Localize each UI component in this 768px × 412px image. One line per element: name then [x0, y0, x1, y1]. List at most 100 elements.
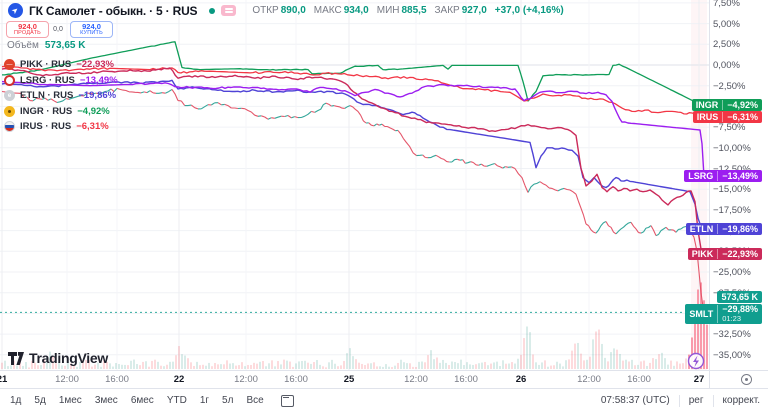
scale-button-[interactable]: рег: [688, 395, 704, 406]
series-price-label-INGR: INGR −4,92%: [691, 99, 762, 112]
price-tick-5,00%: 5,00%: [713, 18, 740, 30]
ohlc-МИН: МИН 885,5: [376, 5, 427, 16]
legend-change: −13,49%: [79, 74, 118, 86]
time-tick-16:00: 16:00: [105, 374, 129, 385]
series-line-ETLN[interactable]: [1, 79, 703, 230]
ohlc-values: ОТКР 890,0 МАКС 934,0 МИН 885,5 ЗАКР 927,0 +37,0…: [252, 5, 563, 16]
legend-ticker: IRUS · RUS: [20, 121, 72, 133]
label-ticker: PIKK: [691, 249, 714, 260]
time-tick-12:00: 12:00: [577, 374, 601, 385]
legend-ticker: LSRG · RUS: [20, 74, 75, 86]
ohlc-ЗАКР: ЗАКР 927,0: [434, 5, 487, 16]
price-tick-−12,50%: −12,50%: [713, 163, 751, 175]
instant-order-lightning-icon[interactable]: [687, 352, 705, 370]
price-tick-7,50%: 7,50%: [713, 0, 740, 9]
label-ticker: LSRG: [688, 171, 714, 182]
divider: [678, 394, 680, 407]
range-button-1д[interactable]: 1д: [10, 395, 22, 406]
price-axis-separator: [709, 0, 710, 388]
sell-price: 924,0: [18, 21, 37, 31]
series-price-label-SMLT: SMLT −29,88% 01:23: [685, 304, 762, 325]
time-tick-21: 21: [0, 374, 8, 385]
range-button-5д[interactable]: 5д: [34, 395, 46, 406]
ohlc-МАКС: МАКС 934,0: [313, 5, 369, 16]
lsrg-logo-icon: [4, 74, 15, 86]
label-ticker: IRUS: [696, 111, 719, 122]
time-tick-16:00: 16:00: [284, 374, 308, 385]
buy-price: 924,0: [82, 21, 101, 31]
clock[interactable]: 07:58:37 (UTC): [600, 395, 670, 406]
series-line-PIKK[interactable]: [1, 67, 703, 256]
tradingview-logo[interactable]: TradingView: [8, 350, 108, 366]
time-tick-16:00: 16:00: [627, 374, 651, 385]
ohlc-ОТКР: ОТКР 890,0: [252, 5, 306, 16]
series-price-label-PIKK: PIKK −22,93%: [687, 248, 762, 261]
price-tick-−10,00%: −10,00%: [713, 142, 751, 154]
range-button-Все[interactable]: Все: [246, 395, 264, 406]
watermark-text: TradingView: [29, 350, 108, 366]
range-button-1мес[interactable]: 1мес: [58, 395, 82, 406]
price-tick-2,50%: 2,50%: [713, 39, 740, 51]
range-button-5л[interactable]: 5л: [222, 395, 234, 406]
time-tick-16:00: 16:00: [454, 374, 478, 385]
label-ticker: SMLT: [689, 309, 714, 320]
volume-price-label: 573,65 K: [717, 291, 762, 304]
range-button-6мес[interactable]: 6мес: [130, 395, 154, 406]
label-value: −13,49%: [722, 171, 758, 182]
range-button-1г[interactable]: 1г: [199, 395, 210, 406]
price-tick-−25,00%: −25,00%: [713, 267, 751, 278]
calendar-icon[interactable]: [280, 394, 294, 407]
legend-item-ETLN[interactable]: e ETLN · RUS −19,86%: [4, 88, 118, 104]
time-tick-25: 25: [343, 374, 355, 385]
sell-label: ПРОДАТЬ: [14, 30, 41, 36]
label-ticker: INGR: [695, 100, 719, 111]
time-axis-separator: [0, 370, 768, 371]
series-line-INGR[interactable]: [2, 41, 704, 107]
price-chart-canvas[interactable]: [0, 0, 768, 370]
volume-bars: [1, 282, 708, 369]
legend-change: −6,31%: [76, 121, 109, 133]
price-tick-−17,50%: −17,50%: [713, 204, 751, 216]
symbol-title[interactable]: ГК Самолет - обыкн. · 5 · RUS: [29, 3, 198, 18]
scale-button-[interactable]: коррект.: [722, 395, 760, 406]
volume-label: Объём: [7, 40, 39, 51]
time-tick-26: 26: [515, 374, 527, 385]
bar-countdown: 01:23: [722, 314, 741, 324]
volume-value: 573,65 K: [44, 40, 86, 51]
sell-button[interactable]: 924,0 ПРОДАТЬ: [6, 21, 49, 38]
price-tick-−32,50%: −32,50%: [713, 329, 751, 341]
time-tick-12:00: 12:00: [234, 374, 258, 385]
legend-item-PIKK[interactable]: — PIKK · RUS −22,93%: [4, 57, 118, 73]
series-price-label-ETLN: ETLN −19,86%: [685, 222, 762, 235]
pikk-logo-icon: —: [4, 59, 15, 71]
buy-button[interactable]: 924,0 КУПИТЬ: [70, 21, 113, 38]
range-button-3мес[interactable]: 3мес: [94, 395, 118, 406]
price-tick-0,00%: 0,00%: [713, 60, 740, 71]
series-line-LSRG[interactable]: [1, 80, 705, 177]
irus-logo-icon: [4, 121, 15, 133]
spread-value: 0,0: [53, 26, 63, 33]
label-value: −4,92%: [727, 100, 758, 111]
delayed-data-badge-icon[interactable]: [221, 5, 237, 16]
legend-ticker: PIKK · RUS: [20, 59, 72, 71]
tradingview-logo-icon: [8, 351, 24, 365]
series-line-SMLT-up[interactable]: [23, 88, 687, 237]
price-tick-−15,00%: −15,00%: [713, 184, 751, 196]
series-line-IRUS[interactable]: [1, 65, 704, 118]
series-price-label-LSRG: LSRG −13,49%: [684, 170, 762, 183]
range-button-YTD[interactable]: YTD: [166, 395, 187, 406]
legend-change: −19,86%: [78, 90, 117, 102]
market-open-dot-icon: [209, 7, 216, 14]
series-line-SMLT-down[interactable]: [1, 87, 706, 313]
compare-legend: — PIKK · RUS −22,93% LSRG · RUS −13,49% e ETLN…: [4, 57, 118, 135]
symbol-logo-icon[interactable]: ➤: [8, 3, 23, 18]
axis-settings-gear-icon[interactable]: [741, 374, 752, 385]
legend-item-LSRG[interactable]: LSRG · RUS −13,49%: [4, 73, 118, 89]
time-tick-12:00: 12:00: [404, 374, 428, 385]
grid-lines: [0, 0, 709, 370]
legend-item-INGR[interactable]: INGR · RUS −4,92%: [4, 104, 118, 120]
series-price-label-IRUS: IRUS −6,31%: [692, 110, 762, 123]
etln-logo-icon: e: [4, 90, 15, 102]
legend-item-IRUS[interactable]: IRUS · RUS −6,31%: [4, 119, 118, 135]
